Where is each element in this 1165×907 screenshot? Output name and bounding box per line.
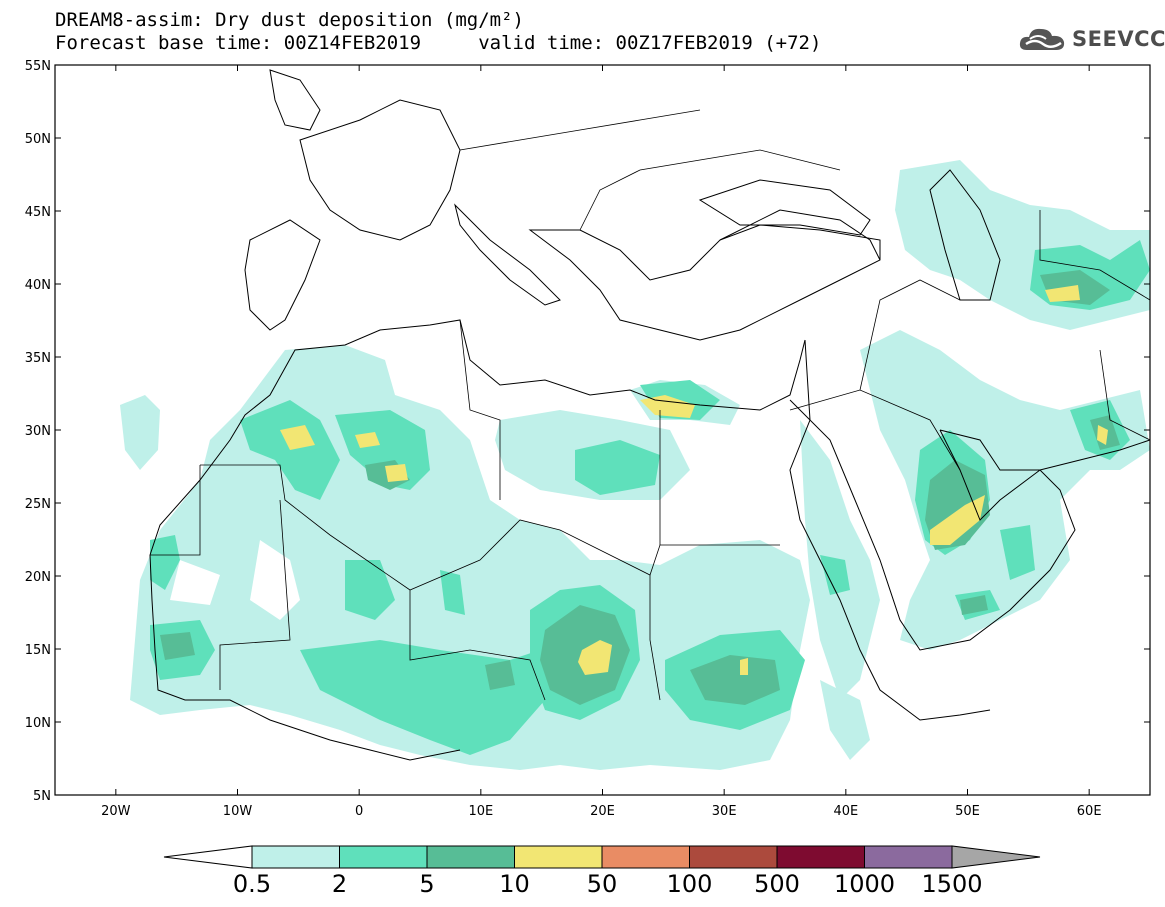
lat-tick-label: 30N bbox=[25, 424, 51, 439]
colorbar-level-label: 100 bbox=[666, 870, 713, 898]
map-title: DREAM8-assim: Dry dust deposition (mg/m²… bbox=[55, 9, 524, 31]
lon-tick-label: 20W bbox=[101, 804, 131, 819]
colorbar-segment bbox=[251, 845, 340, 869]
atlas-max bbox=[280, 425, 315, 450]
lat-tick-label: 5N bbox=[33, 789, 51, 804]
colorbar-segment bbox=[689, 845, 778, 869]
lon-tick-label: 50E bbox=[955, 804, 980, 819]
mali-patch bbox=[345, 560, 395, 620]
sudan-core bbox=[690, 655, 780, 705]
border-segment-4 bbox=[409, 590, 546, 701]
lat-tick-label: 35N bbox=[25, 351, 51, 366]
map-area bbox=[55, 65, 1150, 795]
colorbar-level-label: 1500 bbox=[921, 870, 983, 898]
gulf-north-coast bbox=[939, 429, 1150, 471]
lon-tick-label: 10W bbox=[223, 804, 253, 819]
lon-tick-label: 10E bbox=[468, 804, 493, 819]
black-sea-south bbox=[719, 209, 881, 261]
british-isles bbox=[269, 69, 321, 131]
colorbar-level-label: 2 bbox=[331, 870, 348, 898]
colorbar-level-label: 50 bbox=[586, 870, 618, 898]
libya-coast-max bbox=[640, 395, 695, 418]
coastlines bbox=[149, 69, 1150, 761]
seevccc-logo: SEEVCCC bbox=[1018, 24, 1165, 54]
border-segment-11 bbox=[1099, 349, 1150, 441]
border-segment-2 bbox=[150, 465, 201, 556]
lon-tick-label: 40E bbox=[833, 804, 858, 819]
forecast-times: Forecast base time: 00Z14FEB2019 valid t… bbox=[55, 32, 822, 54]
north-africa-coast bbox=[149, 319, 806, 556]
chad-max bbox=[578, 640, 612, 675]
west-africa-coast bbox=[149, 554, 461, 761]
horn-africa-plume bbox=[820, 680, 870, 760]
lat-tick-label: 10N bbox=[25, 716, 51, 731]
gulf-max bbox=[930, 495, 985, 545]
lat-tick-label: 50N bbox=[25, 132, 51, 147]
colorbar-level-label: 0.5 bbox=[232, 870, 272, 898]
colorbar-level-label: 5 bbox=[419, 870, 435, 898]
yemen-core bbox=[960, 595, 988, 615]
colorbar-level-label: 1000 bbox=[833, 870, 896, 898]
canary-plume bbox=[120, 395, 160, 470]
lon-tick-label: 20E bbox=[590, 804, 615, 819]
red-sea-west-coast bbox=[789, 339, 991, 721]
colorbar-segment bbox=[339, 845, 428, 869]
lat-tick-label: 45N bbox=[25, 205, 51, 220]
border-segment-3 bbox=[219, 499, 291, 690]
colorbar-segment bbox=[776, 845, 865, 869]
border-segment-13 bbox=[459, 109, 701, 151]
algeria-patch bbox=[335, 410, 430, 490]
oman-patch bbox=[1000, 525, 1035, 580]
colorbar-segment bbox=[601, 845, 690, 869]
algeria-max-1 bbox=[355, 432, 380, 448]
nigeria-patch bbox=[300, 640, 545, 755]
colorbar bbox=[163, 845, 1041, 869]
pakistan-max bbox=[1097, 425, 1108, 445]
cloud-icon bbox=[1019, 28, 1065, 50]
border-segment-5 bbox=[459, 319, 501, 500]
niger-patch bbox=[440, 570, 465, 615]
border-segment-9 bbox=[859, 279, 961, 391]
turkmenistan-max bbox=[1045, 285, 1080, 302]
border-segment-8 bbox=[789, 389, 961, 471]
borders bbox=[150, 109, 1150, 701]
black-sea bbox=[698, 179, 871, 236]
colorbar-under-triangle bbox=[163, 845, 253, 869]
senegal-core bbox=[160, 632, 195, 660]
deposition-level-4 bbox=[280, 285, 1108, 675]
border-segment-10 bbox=[1039, 210, 1150, 301]
border-segment-12 bbox=[579, 149, 841, 231]
france-west-europe bbox=[299, 99, 461, 241]
colorbar-segment bbox=[514, 845, 603, 869]
lat-tick-label: 40N bbox=[25, 278, 51, 293]
lat-tick-label: 20N bbox=[25, 570, 51, 585]
red-sea-patch bbox=[820, 555, 850, 595]
border-segment-7 bbox=[649, 575, 661, 701]
colorbar-level-label: 500 bbox=[754, 870, 800, 898]
mauritania-patch bbox=[150, 535, 180, 590]
colorbar-level-label: 10 bbox=[499, 870, 530, 898]
lon-tick-label: 0 bbox=[355, 804, 363, 819]
lat-tick-label: 15N bbox=[25, 643, 51, 658]
arabia-coast bbox=[789, 399, 1076, 651]
libya-desert-patch bbox=[575, 440, 660, 495]
logo-text: SEEVCCC bbox=[1072, 27, 1165, 51]
iberia bbox=[244, 219, 321, 331]
border-segment-1 bbox=[200, 464, 780, 591]
sudan-max bbox=[740, 658, 748, 675]
lon-tick-label: 30E bbox=[712, 804, 737, 819]
colorbar-over-triangle bbox=[951, 845, 1041, 869]
italy bbox=[454, 203, 561, 306]
lat-tick-label: 25N bbox=[25, 497, 51, 512]
colorbar-segment bbox=[864, 845, 953, 869]
nigeria-core bbox=[485, 660, 515, 690]
colorbar-segment bbox=[426, 845, 515, 869]
axis-ticks: 20W 10W 0 10E 20E 30E 40E 50E 60E 5N 10N 15N 20N 25N 3… bbox=[25, 59, 1150, 819]
caspian-sea bbox=[929, 169, 1001, 301]
lon-tick-label: 60E bbox=[1077, 804, 1102, 819]
algeria-max-2 bbox=[385, 464, 408, 482]
lat-tick-label: 55N bbox=[25, 59, 51, 74]
